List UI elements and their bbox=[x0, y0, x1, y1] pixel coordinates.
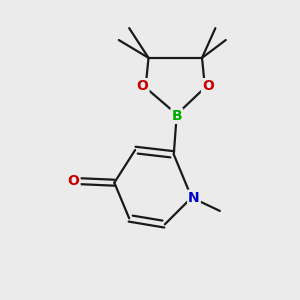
Text: B: B bbox=[171, 109, 182, 123]
Text: O: O bbox=[202, 79, 214, 93]
Text: O: O bbox=[136, 79, 148, 93]
Text: O: O bbox=[68, 174, 80, 188]
Text: N: N bbox=[188, 190, 200, 205]
